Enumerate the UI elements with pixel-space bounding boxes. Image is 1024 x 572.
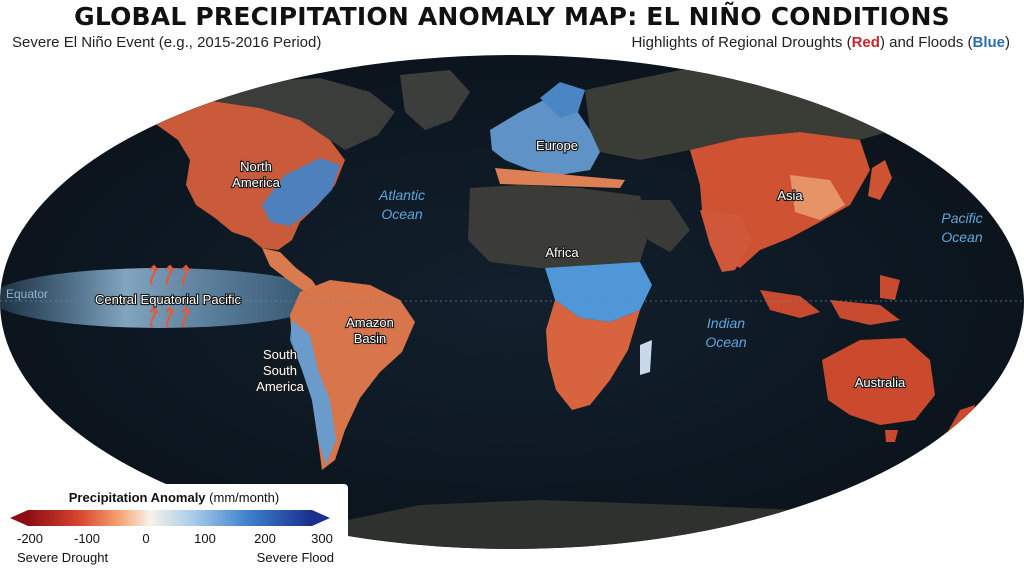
label-pacific-ocean-1: Pacific (941, 210, 982, 226)
legend-panel: Precipitation Anomaly (mm/month) -200 -1… (0, 484, 348, 572)
legend-tick: -100 (73, 531, 101, 546)
legend-tick: 100 (194, 531, 216, 546)
south-america-west-floods (290, 320, 336, 465)
label-pacific-ocean-2: Ocean (941, 229, 982, 245)
label-africa: Africa (545, 245, 579, 260)
equator-label: Equator (6, 287, 48, 301)
greenland (400, 70, 470, 130)
mediterranean-south-dry (495, 168, 625, 188)
africa-south-drought (546, 300, 640, 410)
highlight-middle: ) and Floods ( (879, 34, 973, 51)
label-north-america-2: America (232, 175, 280, 190)
label-indian-ocean-2: Ocean (705, 334, 746, 350)
legend-tick: 200 (254, 531, 276, 546)
scandinavia (540, 82, 585, 118)
southeast-asia-islands (760, 275, 900, 325)
canada-landmass (205, 78, 395, 150)
legend-tick: 0 (142, 531, 150, 546)
north-america-east-floods (262, 158, 340, 226)
highlight-blue-word: Blue (972, 34, 1005, 51)
label-australia: Australia (855, 375, 906, 390)
central-pacific-anomaly-band (0, 268, 330, 328)
label-indian-ocean-1: Indian (707, 315, 745, 331)
arabia (625, 200, 690, 252)
europe-landmass (490, 98, 600, 175)
label-atlantic-ocean-1: Atlantic (378, 187, 425, 203)
central-america (262, 248, 320, 292)
event-subtitle: Severe El Niño Event (e.g., 2015-2016 Pe… (12, 34, 322, 51)
highlight-subtitle: Highlights of Regional Droughts (Red) an… (631, 34, 1010, 51)
label-amazon-1: Amazon (346, 315, 394, 330)
australia-landmass (822, 338, 935, 425)
label-south-america-2: South (263, 363, 297, 378)
highlight-suffix: ) (1005, 34, 1010, 51)
legend-tick: 300 (311, 531, 333, 546)
japan (868, 160, 892, 200)
legend-drought-label: Severe Drought (17, 550, 109, 565)
africa-east-floods (545, 262, 652, 322)
legend-title-bold: Precipitation Anomaly (68, 490, 206, 505)
legend-title: Precipitation Anomaly (mm/month) (0, 490, 348, 505)
legend-tick: -200 (16, 531, 44, 546)
highlight-red-word: Red (851, 34, 880, 51)
label-europe: Europe (536, 138, 578, 153)
label-asia: Asia (777, 188, 803, 203)
label-south-america-1: South (263, 347, 297, 362)
india (700, 210, 752, 272)
label-central-pacific: Central Equatorial Pacific (95, 292, 241, 307)
legend-flood-label: Severe Flood (256, 550, 334, 565)
africa-north-landmass (468, 185, 650, 268)
madagascar (640, 340, 652, 375)
highlight-prefix: Highlights of Regional Droughts ( (631, 34, 852, 51)
label-atlantic-ocean-2: Ocean (381, 206, 422, 222)
asia-east-light (790, 175, 845, 220)
label-south-america-3: America (256, 379, 304, 394)
pacific-arrows (149, 264, 191, 328)
label-amazon-2: Basin (354, 331, 387, 346)
label-north-america-1: North (240, 159, 272, 174)
map-title: GLOBAL PRECIPITATION ANOMALY MAP: EL NIÑ… (74, 2, 950, 31)
legend-title-unit: (mm/month) (205, 490, 280, 505)
tasmania (885, 430, 898, 442)
legend-colorbar (10, 510, 330, 526)
